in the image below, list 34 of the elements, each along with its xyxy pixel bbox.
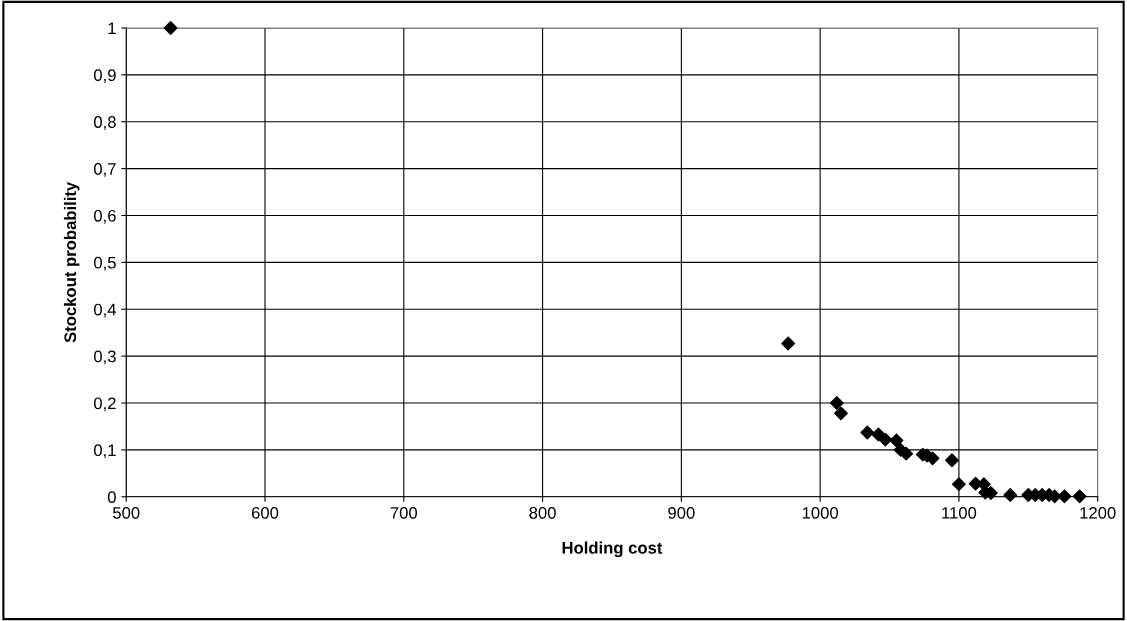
y-tick-label: 0,1 bbox=[93, 444, 116, 459]
point bbox=[1003, 488, 1018, 502]
point bbox=[834, 406, 848, 421]
y-tick-label: 0,2 bbox=[93, 397, 116, 412]
y-tick-label: 0,6 bbox=[93, 209, 116, 224]
y-tick-label: 0,4 bbox=[93, 303, 117, 318]
y-tick-label: 0 bbox=[107, 491, 116, 503]
point bbox=[889, 433, 904, 448]
x-tick-label: 1000 bbox=[802, 506, 839, 519]
y-axis-title: Stockout probability bbox=[63, 181, 80, 343]
point bbox=[1072, 489, 1087, 504]
point bbox=[860, 425, 875, 440]
y-tick-label: 0,8 bbox=[93, 116, 116, 130]
x-tick-label: 700 bbox=[390, 506, 418, 519]
y-tick-label: 0,9 bbox=[93, 69, 116, 83]
y-tick-label: 1 bbox=[108, 22, 116, 34]
y-tick-label: 0,7 bbox=[93, 163, 116, 177]
point bbox=[945, 453, 959, 468]
x-tick-label: 1200 bbox=[1080, 506, 1116, 519]
x-tick-label: 900 bbox=[668, 506, 695, 519]
y-tick-label: 0,3 bbox=[93, 350, 116, 365]
x-tick-label: 600 bbox=[251, 506, 279, 519]
point bbox=[163, 21, 178, 35]
x-axis-title: Holding cost bbox=[562, 541, 663, 558]
point bbox=[781, 336, 796, 351]
point bbox=[952, 477, 966, 492]
x-tick-label: 1100 bbox=[942, 506, 977, 519]
x-tick-label: 500 bbox=[112, 506, 140, 519]
x-tick-label: 800 bbox=[529, 506, 556, 519]
point bbox=[829, 396, 844, 410]
point bbox=[899, 446, 914, 461]
point bbox=[878, 432, 893, 447]
y-tick-label: 0,5 bbox=[93, 256, 116, 271]
point bbox=[1057, 489, 1072, 504]
